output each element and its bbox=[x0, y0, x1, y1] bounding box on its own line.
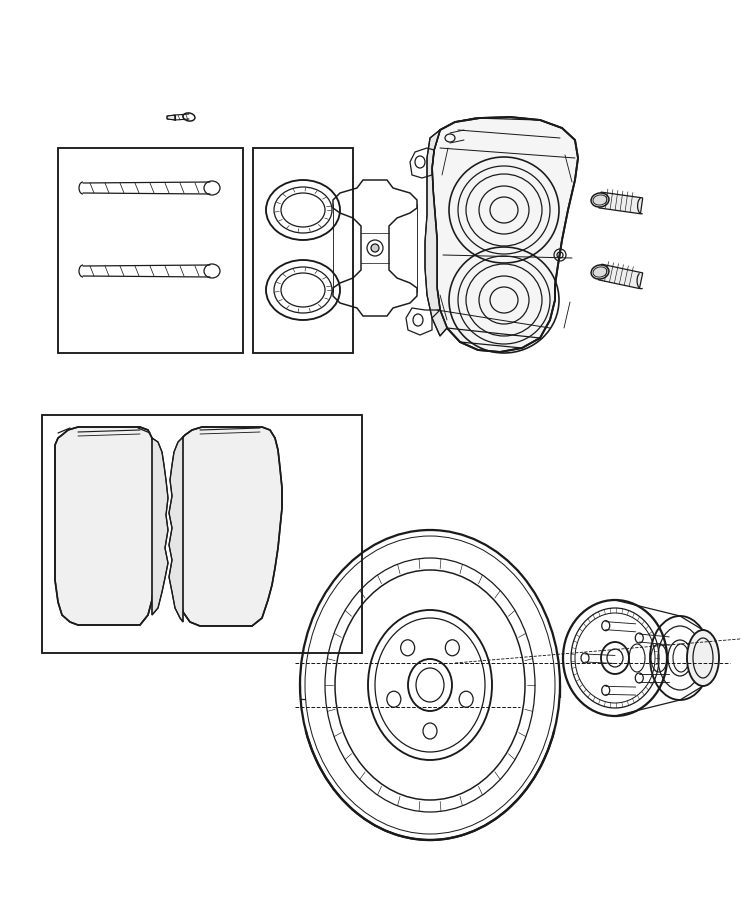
Polygon shape bbox=[178, 427, 282, 626]
Bar bbox=[253, 148, 353, 353]
Polygon shape bbox=[55, 427, 162, 625]
Ellipse shape bbox=[371, 244, 379, 252]
Polygon shape bbox=[598, 265, 642, 289]
Bar bbox=[58, 148, 243, 353]
Bar bbox=[42, 415, 362, 653]
Polygon shape bbox=[167, 115, 175, 120]
Polygon shape bbox=[169, 437, 183, 622]
Polygon shape bbox=[425, 130, 447, 336]
Polygon shape bbox=[599, 192, 642, 214]
Ellipse shape bbox=[591, 265, 609, 279]
Polygon shape bbox=[432, 117, 578, 352]
Polygon shape bbox=[152, 438, 168, 615]
Ellipse shape bbox=[591, 193, 609, 207]
Ellipse shape bbox=[687, 630, 719, 686]
